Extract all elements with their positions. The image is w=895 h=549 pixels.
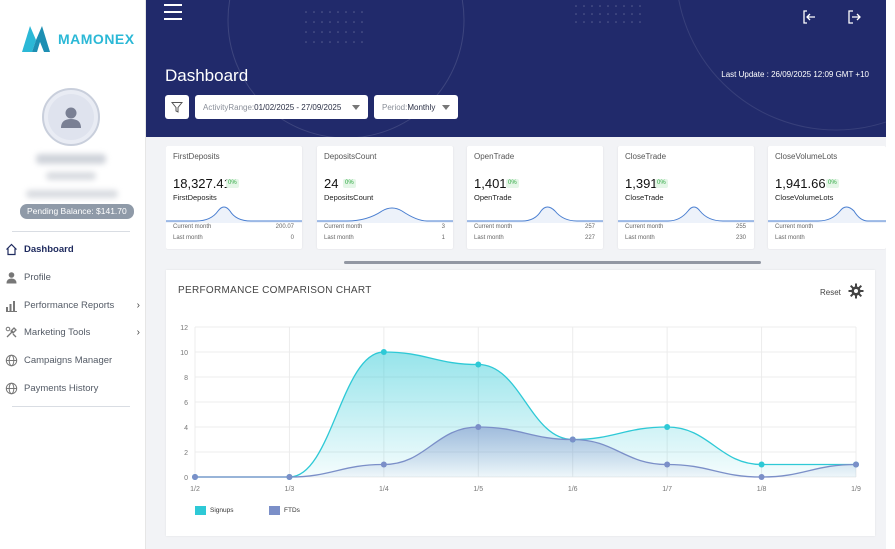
chevron-right-icon: › <box>136 299 140 311</box>
change-badge: 0% <box>343 179 356 188</box>
reset-button[interactable]: Reset <box>820 288 841 297</box>
y-tick-label: 4 <box>184 425 188 432</box>
kpi-cards-strip[interactable]: FirstDeposits 18,327.41 0% FirstDeposits… <box>166 146 886 250</box>
sidebar-item-dashboard[interactable]: Dashboard <box>5 240 140 258</box>
sparkline <box>317 207 453 223</box>
sparkline <box>467 206 603 223</box>
bar-chart-icon <box>5 299 18 312</box>
x-tick-label: 1/4 <box>379 486 389 493</box>
mamonex-logo-icon <box>22 26 50 52</box>
filter-icon <box>171 102 183 113</box>
change-badge: 0% <box>655 179 668 188</box>
globe-icon <box>5 354 18 367</box>
page-title: Dashboard <box>165 66 249 85</box>
avatar[interactable] <box>42 88 100 146</box>
y-tick-label: 0 <box>184 475 188 482</box>
performance-comparison-chart: 0 2 4 6 8 10 12 1/2 1/3 1/4 1/5 1/6 1/7 1/8 1/9 <box>180 325 861 493</box>
kpi-card-open-trade[interactable]: OpenTrade 1,401 0% OpenTrade Current mon… <box>467 146 603 249</box>
data-point-ftds <box>286 474 293 480</box>
sign-in-icon[interactable] <box>801 9 817 25</box>
y-tick-label: 6 <box>184 400 188 407</box>
sidebar-item-performance-reports[interactable]: Performance Reports › <box>5 296 140 314</box>
gear-icon[interactable] <box>848 283 864 299</box>
activity-range-select[interactable]: ActivityRange: 01/02/2025 - 27/09/2025 <box>195 95 368 119</box>
filter-button[interactable] <box>165 95 189 119</box>
brand-logo[interactable]: MAMONEX <box>20 24 135 54</box>
data-point-signups <box>758 461 765 468</box>
x-tick-label: 1/5 <box>473 486 483 493</box>
legend-item-signups[interactable]: Signups <box>195 506 234 515</box>
change-badge: 0% <box>506 179 519 188</box>
chart-title: PERFORMANCE COMPARISON CHART <box>178 285 372 296</box>
sparkline <box>768 206 886 223</box>
user-icon <box>5 271 18 284</box>
x-tick-label: 1/7 <box>662 486 672 493</box>
logout-icon[interactable] <box>846 9 862 25</box>
user-email-blurred <box>26 190 118 198</box>
sidebar-item-payments-history[interactable]: Payments History <box>5 379 140 397</box>
legend-item-ftds[interactable]: FTDs <box>269 506 300 515</box>
divider <box>12 406 130 407</box>
brand-name: MAMONEX <box>58 31 135 47</box>
caret-down-icon <box>442 105 450 110</box>
home-icon <box>5 243 18 256</box>
header-decoration <box>227 0 886 137</box>
data-point-signups <box>664 424 671 430</box>
period-select[interactable]: Period: Monthly <box>374 95 458 119</box>
x-tick-label: 1/9 <box>851 486 861 493</box>
data-point-ftds <box>192 474 198 480</box>
last-update-text: Last Update : 26/09/2025 12:09 GMT +10 <box>721 70 869 79</box>
user-name-blurred <box>36 154 106 164</box>
x-tick-label: 1/8 <box>757 486 767 493</box>
data-point-ftds <box>569 436 576 443</box>
pending-balance-badge: Pending Balance: $141.70 <box>20 204 134 219</box>
sidebar-item-marketing-tools[interactable]: Marketing Tools › <box>5 323 140 341</box>
data-point-ftds <box>758 474 765 480</box>
user-id-blurred <box>46 172 96 180</box>
data-point-ftds <box>475 424 482 430</box>
legend-swatch <box>195 506 206 515</box>
hamburger-menu-button[interactable] <box>164 4 182 22</box>
kpi-card-close-volume-lots[interactable]: CloseVolumeLots 1,941.66 0% CloseVolumeL… <box>768 146 886 249</box>
series-line-signups <box>194 351 856 478</box>
x-tick-label: 1/2 <box>190 486 200 493</box>
globe-icon <box>5 382 18 395</box>
header: Dashboard Last Update : 26/09/2025 12:09… <box>146 0 886 137</box>
sidebar: MAMONEX Pending Balance: $141.70 Dashboa… <box>0 0 146 549</box>
divider <box>12 231 130 232</box>
series-area-signups <box>195 352 856 477</box>
caret-down-icon <box>352 105 360 110</box>
data-point-ftds <box>380 461 387 468</box>
kpi-card-deposits-count[interactable]: DepositsCount 24 0% DepositsCount Curren… <box>317 146 453 249</box>
y-tick-label: 2 <box>184 450 188 457</box>
kpi-card-first-deposits[interactable]: FirstDeposits 18,327.41 0% FirstDeposits… <box>166 146 302 249</box>
user-avatar-icon <box>61 107 81 128</box>
data-point-signups <box>380 349 387 355</box>
x-tick-label: 1/3 <box>285 486 295 493</box>
series-line-ftds <box>194 426 857 478</box>
y-tick-label: 8 <box>184 375 188 382</box>
sparkline <box>618 206 754 223</box>
sparkline <box>166 206 302 223</box>
sidebar-item-campaigns-manager[interactable]: Campaigns Manager <box>5 351 140 369</box>
data-point-ftds <box>664 461 671 468</box>
cards-scrollbar[interactable] <box>344 261 761 264</box>
y-tick-label: 10 <box>180 350 188 357</box>
change-badge: 0% <box>826 179 839 188</box>
chevron-right-icon: › <box>136 326 140 338</box>
kpi-card-close-trade[interactable]: CloseTrade 1,391 0% CloseTrade Current m… <box>618 146 754 249</box>
sidebar-item-profile[interactable]: Profile <box>5 268 140 286</box>
series-area-ftds <box>195 427 856 477</box>
x-tick-label: 1/6 <box>568 486 578 493</box>
tools-icon <box>5 326 18 339</box>
change-badge: 0% <box>226 179 239 188</box>
data-point-signups <box>475 361 482 368</box>
performance-chart-panel: PERFORMANCE COMPARISON CHART Reset 0 2 4 6 8… <box>166 270 875 536</box>
y-tick-label: 12 <box>180 325 188 332</box>
legend-swatch <box>269 506 280 515</box>
data-point-ftds <box>853 461 859 468</box>
